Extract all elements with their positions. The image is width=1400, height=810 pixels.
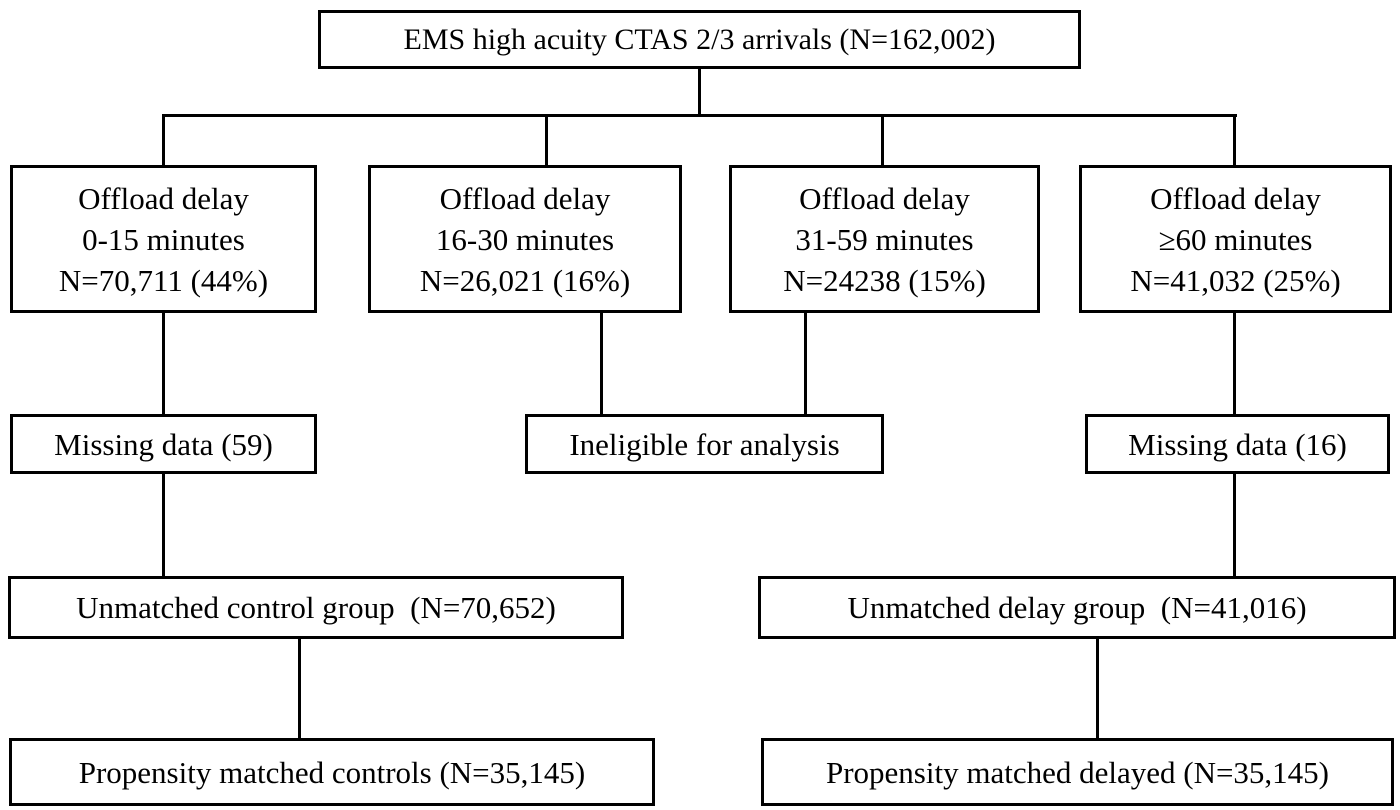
- node-propensity-matched-delayed: Propensity matched delayed (N=35,145): [761, 738, 1394, 806]
- node-unmatched-control: Unmatched control group (N=70,652): [8, 576, 624, 639]
- connector-drop-60-plus: [1233, 115, 1236, 166]
- connector-drop-31-59: [881, 115, 884, 166]
- node-unmatched-delay: Unmatched delay group (N=41,016): [758, 576, 1396, 639]
- node-ems-arrivals: EMS high acuity CTAS 2/3 arrivals (N=162…: [318, 10, 1081, 69]
- connector-16-30-to-ineligible: [600, 312, 603, 414]
- connector-missing-to-unmatched-control: [162, 473, 165, 576]
- node-missing-data-59: Missing data (59): [10, 414, 317, 474]
- node-offload-60-plus: Offload delay ≥60 minutes N=41,032 (25%): [1079, 165, 1392, 313]
- connector-drop-0-15: [162, 115, 165, 166]
- connector-drop-16-30: [545, 115, 548, 166]
- node-missing-data-16: Missing data (16): [1085, 414, 1390, 474]
- connector-missing-to-unmatched-delay: [1233, 473, 1236, 576]
- node-propensity-matched-controls: Propensity matched controls (N=35,145): [9, 738, 655, 806]
- connector-60-plus-to-missing: [1233, 312, 1236, 414]
- connector-31-59-to-ineligible: [804, 312, 807, 414]
- node-offload-16-30: Offload delay 16-30 minutes N=26,021 (16…: [368, 165, 682, 313]
- node-ineligible: Ineligible for analysis: [525, 414, 884, 474]
- connector-0-15-to-missing: [162, 312, 165, 414]
- node-offload-0-15: Offload delay 0-15 minutes N=70,711 (44%…: [10, 165, 317, 313]
- connector-unmatched-to-matched-delay: [1096, 638, 1099, 739]
- connector-unmatched-to-matched-control: [298, 638, 301, 739]
- connector-rail: [162, 114, 1237, 117]
- connector-top-stem: [698, 68, 701, 117]
- node-offload-31-59: Offload delay 31-59 minutes N=24238 (15%…: [729, 165, 1040, 313]
